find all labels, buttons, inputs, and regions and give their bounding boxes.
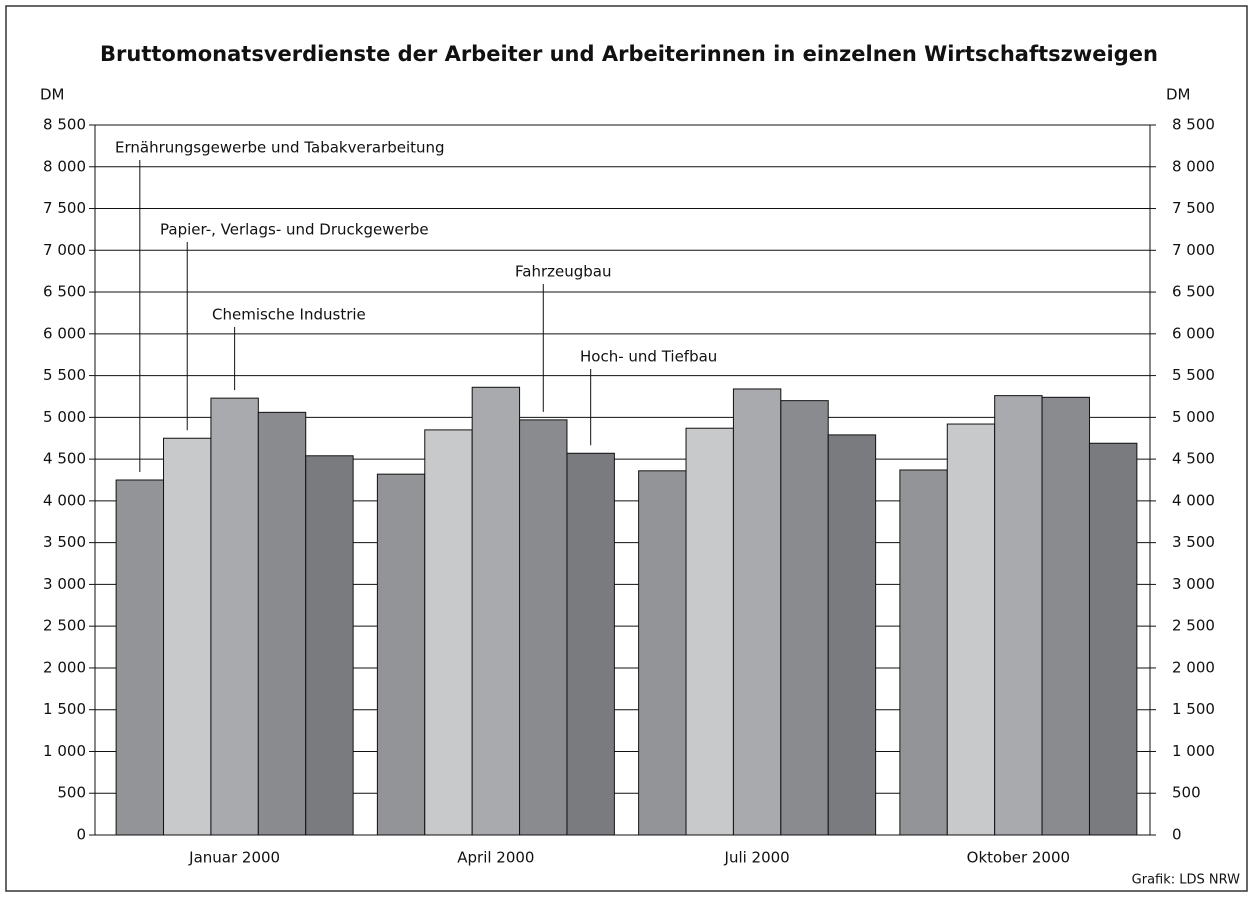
series-label: Papier-, Verlags- und Druckgewerbe	[160, 221, 429, 239]
bar	[899, 469, 948, 836]
bar	[471, 386, 521, 836]
bar	[780, 400, 829, 836]
y2-tick-label: 4 000	[1172, 491, 1215, 509]
y2-tick-label: 6 500	[1172, 283, 1215, 301]
y-tick-label: 3 500	[43, 533, 86, 551]
y2-tick-label: 8 500	[1172, 116, 1215, 134]
y2-tick-label: 500	[1172, 784, 1201, 802]
y-tick-label: 7 500	[43, 199, 86, 217]
source: Grafik: LDS NRW	[1132, 873, 1240, 888]
series-label: Fahrzeugbau	[515, 263, 611, 281]
x-tick-label: April 2000	[457, 849, 534, 867]
bar	[257, 411, 307, 836]
bar	[827, 434, 877, 836]
y-tick-label: 6 000	[43, 324, 86, 342]
y-tick-label: 1 500	[43, 700, 86, 718]
bar	[1088, 442, 1138, 836]
y-tick-label: 2 500	[43, 617, 86, 635]
y-tick-label: 0	[76, 826, 86, 844]
y2-tick-label: 5 500	[1172, 366, 1215, 384]
bar	[163, 437, 212, 836]
y2-tick-label: 0	[1172, 826, 1182, 844]
bar	[305, 455, 354, 836]
y-tick-label: 500	[57, 784, 86, 802]
bar	[1041, 396, 1090, 836]
y-tick-label: 8 000	[43, 157, 86, 175]
y2-tick-label: 7 000	[1172, 241, 1215, 259]
y-tick-label: 3 000	[43, 575, 86, 593]
y-axis-label: DM	[40, 86, 65, 104]
bar	[685, 427, 734, 836]
y2-tick-label: 3 500	[1172, 533, 1215, 551]
y2-tick-label: 2 500	[1172, 617, 1215, 635]
series-label: Ernährungsgewerbe und Tabakverarbeitung	[115, 139, 445, 157]
y-tick-label: 5 500	[43, 366, 86, 384]
y-tick-label: 7 000	[43, 241, 86, 259]
bar	[732, 388, 782, 836]
y2-tick-label: 4 500	[1172, 450, 1215, 468]
series-label: Hoch- und Tiefbau	[580, 348, 717, 366]
bar	[115, 479, 165, 836]
y2-tick-label: 5 000	[1172, 408, 1215, 426]
bar	[638, 470, 687, 836]
x-tick-label: Juli 2000	[724, 849, 790, 867]
y-tick-label: 5 000	[43, 408, 86, 426]
bar	[566, 452, 615, 836]
y-tick-label: 4 500	[43, 450, 86, 468]
y-tick-label: 4 000	[43, 491, 86, 509]
y2-tick-label: 1 500	[1172, 700, 1215, 718]
frame	[5, 5, 1248, 892]
y2-axis-label: DM	[1166, 86, 1191, 104]
x-tick-label: Januar 2000	[188, 849, 280, 867]
y-tick-label: 8 500	[43, 116, 86, 134]
y-tick-label: 6 500	[43, 283, 86, 301]
y2-tick-label: 2 000	[1172, 658, 1215, 676]
bar	[376, 473, 426, 836]
y2-tick-label: 1 000	[1172, 742, 1215, 760]
x-tick-label: Oktober 2000	[967, 849, 1070, 867]
bar	[424, 429, 473, 836]
y2-tick-label: 8 000	[1172, 157, 1215, 175]
bar	[519, 419, 568, 836]
y2-tick-label: 6 000	[1172, 324, 1215, 342]
bar	[994, 395, 1043, 836]
y-tick-label: 2 000	[43, 658, 86, 676]
bar	[210, 397, 259, 836]
series-label: Chemische Industrie	[212, 306, 366, 324]
y-tick-label: 1 000	[43, 742, 86, 760]
y2-tick-label: 3 000	[1172, 575, 1215, 593]
y2-tick-label: 7 500	[1172, 199, 1215, 217]
chart-title: Bruttomonatsverdienste der Arbeiter und …	[100, 42, 1158, 66]
bar	[946, 423, 996, 836]
